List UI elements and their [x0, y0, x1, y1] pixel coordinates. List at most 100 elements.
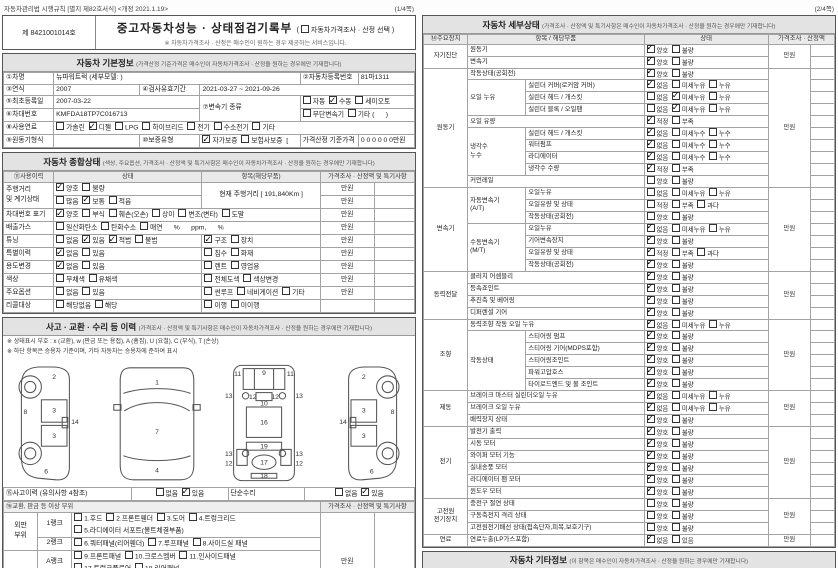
diagram-part-number: 12: [295, 460, 303, 467]
checkbox-unchecked-icon: [708, 320, 717, 328]
checkbox-unchecked-icon: [671, 45, 680, 53]
cell: [809, 139, 836, 153]
diagram-part-number: 13: [295, 451, 303, 458]
checkbox-unchecked-icon: [82, 183, 91, 191]
checkbox-checked-icon: [646, 152, 655, 161]
price-cell: 만원: [319, 247, 375, 262]
checkbox-unchecked-icon: [646, 104, 655, 113]
diagram-part-number: 4: [155, 467, 159, 474]
field-label: 배력장치 상태: [467, 414, 645, 428]
cell: [373, 511, 416, 568]
checkbox-unchecked-icon: [671, 403, 680, 412]
diagram-part-number: 14: [71, 419, 79, 426]
first-registration-value: 2007-03-22: [53, 95, 201, 110]
diagram-part-number: 14: [339, 419, 347, 426]
checkbox-unchecked-icon: [697, 248, 706, 256]
page-2: (2/4쪽) 자동차 세부상태 (가격조사 · 산정액 및 특기사항은 매수인이…: [422, 0, 836, 568]
field-value: 없음 미세누유 누유: [643, 222, 769, 236]
field-label: 자동변속기 (A/T): [467, 187, 527, 224]
field-label: 차대번호 표기: [2, 207, 55, 223]
field-label: 변속기: [467, 55, 645, 69]
checkbox-unchecked-icon: [213, 122, 222, 131]
field-value: 적정 부족: [643, 163, 769, 177]
checkbox-checked-icon: [646, 535, 655, 543]
field-label: 브레이크 오일 누유: [467, 402, 645, 416]
field-value: 적정 부족: [643, 115, 769, 129]
detail-state-section: 자동차 세부상태 (가격조사 · 산정액 및 특기사항은 매수인이 자동차가격조…: [422, 15, 836, 548]
field-label: 오일유량 및 상태: [525, 246, 645, 260]
checkbox-unchecked-icon: [671, 451, 680, 459]
cell: [809, 151, 836, 165]
checkbox-unchecked-icon: [646, 200, 655, 208]
price-cell: 만원: [767, 318, 811, 392]
diagram-part-number: 12: [271, 394, 279, 401]
field-label: 실린더 헤드 / 개스킷: [525, 127, 645, 141]
field-value: 없음 있음: [53, 286, 203, 301]
field-value: 적정 부족 과다: [643, 246, 769, 260]
field-value: 양호 불량: [643, 414, 769, 428]
cell: [809, 438, 836, 451]
cell: [809, 450, 836, 463]
cell: [809, 414, 836, 428]
diagram-part-number: 11: [234, 371, 241, 378]
field-value: 양호 불량: [643, 43, 769, 57]
cell: [809, 378, 836, 392]
diagram-part-number: 2: [52, 374, 56, 381]
checkbox-unchecked-icon: [204, 300, 213, 309]
checkbox-unchecked-icon: [134, 562, 143, 568]
cell: [809, 210, 836, 224]
basic-info-table: ①차명 뉴파워트럭 (세부모델: ) ②자동차등록번호 81마1311 ③연식 2007 ④…: [2, 72, 416, 149]
checkbox-unchecked-icon: [155, 488, 164, 496]
checkbox-checked-icon: [646, 367, 655, 376]
field-value: 연료: [422, 533, 469, 547]
diagram-part-number: 2: [362, 374, 366, 381]
field-value: 양호 불량: [643, 234, 769, 248]
field-label: 워터펌프: [525, 139, 645, 153]
checkbox-unchecked-icon: [671, 415, 680, 424]
diagram-part-number: 1: [155, 379, 159, 386]
field-value: 렌트 영업용: [201, 260, 321, 275]
checkbox-checked-icon: [646, 331, 655, 340]
field-label: 냉각수 수량: [525, 163, 645, 177]
field-value: 1랭크: [37, 511, 73, 538]
cell: [319, 299, 375, 314]
checkbox-unchecked-icon: [671, 475, 680, 483]
checkbox-unchecked-icon: [671, 272, 680, 280]
checkbox-checked-icon: [646, 272, 655, 280]
checkbox-unchecked-icon: [124, 551, 133, 559]
cell: [373, 299, 416, 314]
checkbox-unchecked-icon: [106, 513, 115, 521]
field-value: 없음 미세누수 누수: [643, 127, 769, 141]
field-label: 디퍼렌셜 기어: [467, 306, 645, 320]
field-value: 주요골격: [2, 549, 39, 568]
price-cell: 만원: [767, 533, 811, 547]
checkbox-checked-icon: [646, 116, 655, 125]
cell: [809, 330, 836, 344]
price-cell: 만원: [319, 221, 375, 236]
diagram-part-number: 13: [225, 393, 233, 400]
field-label: 실린더 블록 / 오일팬: [525, 103, 645, 117]
diagram-part-number: 19: [260, 443, 268, 450]
field-label: 스티어링 펌프: [525, 330, 645, 344]
registration-number-value: 81마1311: [357, 72, 416, 85]
field-label: 동력조향 작동 오일 누유: [467, 318, 645, 332]
cell: [809, 258, 836, 272]
column-header: 가격조사 · 산정액 및 특기사항: [319, 171, 416, 183]
field-label: ②자동차등록번호: [299, 72, 359, 85]
field-label: 타이로드엔드 및 볼 조인트: [525, 378, 645, 392]
cell: [809, 521, 836, 535]
page-number-2: (2/4쪽): [814, 6, 834, 13]
cell: [373, 207, 416, 223]
field-value: 양호 불량: [643, 509, 769, 523]
field-value: 구조 장치: [201, 234, 321, 249]
checkbox-unchecked-icon: [347, 109, 356, 118]
car-underbody-diagram: 11 9 11 13 12 12 13 10 16 13 19 13 12 17 12 18: [225, 364, 303, 481]
checkbox-checked-icon: [646, 236, 655, 245]
price-cell: 만원: [319, 260, 375, 275]
cell: [809, 115, 836, 129]
checkbox-unchecked-icon: [671, 391, 680, 400]
checkbox-unchecked-icon: [82, 261, 91, 270]
field-value: 양호 불량: [643, 473, 769, 487]
field-value: 양호 불량: [643, 485, 769, 499]
field-label: ⑤최초등록일: [2, 95, 55, 110]
